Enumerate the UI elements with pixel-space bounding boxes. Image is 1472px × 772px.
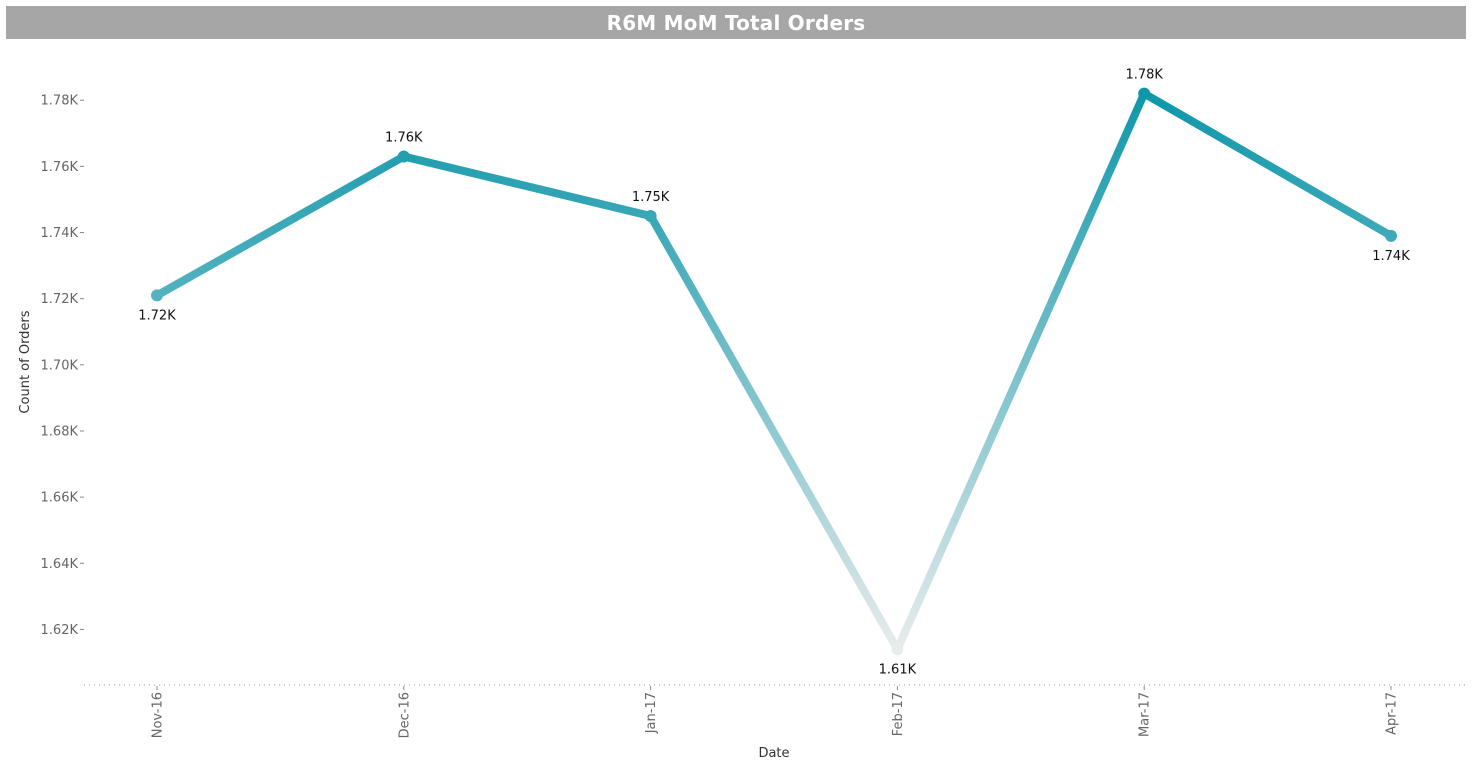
data-point [397, 150, 410, 163]
x-tick-label: Dec-16 [397, 692, 412, 738]
data-label: 1.76K [385, 130, 423, 145]
x-tick-label: Nov-16 [151, 692, 166, 738]
series-points [151, 87, 1397, 656]
x-tick-label: Mar-17 [1138, 692, 1153, 737]
chart-title: R6M MoM Total Orders [606, 10, 866, 35]
data-point [151, 289, 163, 302]
data-label: 1.61K [879, 662, 917, 677]
data-label: 1.78K [1125, 68, 1163, 83]
chart-title-bar: R6M MoM Total Orders [6, 6, 1466, 39]
line-segment [399, 152, 655, 220]
y-tick-label: 1.66K [41, 491, 79, 506]
data-labels: 1.72K 1.76K 1.75K 1.61K 1.78K 1.74K [138, 68, 1410, 678]
y-axis-title: Count of Orders [18, 310, 33, 413]
x-axis: Nov-16 Dec-16 Jan-17 Feb-17 Mar-17 Apr-17 [84, 684, 1468, 738]
y-tick-label: 1.78K [41, 94, 79, 109]
line-segment [893, 89, 1149, 654]
line-segment [153, 152, 408, 300]
data-label: 1.72K [138, 308, 176, 323]
data-label: 1.74K [1372, 249, 1410, 264]
x-axis-title: Date [758, 746, 789, 761]
line-segment [1140, 89, 1395, 240]
y-tick-label: 1.62K [41, 623, 79, 638]
series-line [153, 89, 1395, 654]
data-point [1138, 87, 1151, 100]
y-tick-label: 1.76K [41, 160, 79, 175]
x-tick-label: Jan-17 [644, 692, 659, 734]
data-label: 1.75K [632, 190, 670, 205]
y-tick-label: 1.64K [41, 557, 79, 572]
y-axis: 1.62K 1.64K 1.66K 1.68K 1.70K 1.72K 1.74K 1.76K… [41, 94, 84, 638]
data-point [1385, 229, 1397, 242]
y-tick-label: 1.72K [41, 292, 79, 307]
line-segment [646, 211, 902, 654]
y-tick-label: 1.68K [41, 424, 79, 439]
y-tick-label: 1.74K [41, 226, 79, 241]
data-point [644, 209, 657, 222]
data-point [891, 643, 904, 656]
x-tick-label: Apr-17 [1385, 692, 1400, 735]
x-tick-label: Feb-17 [891, 692, 906, 736]
y-tick-label: 1.70K [41, 358, 79, 373]
